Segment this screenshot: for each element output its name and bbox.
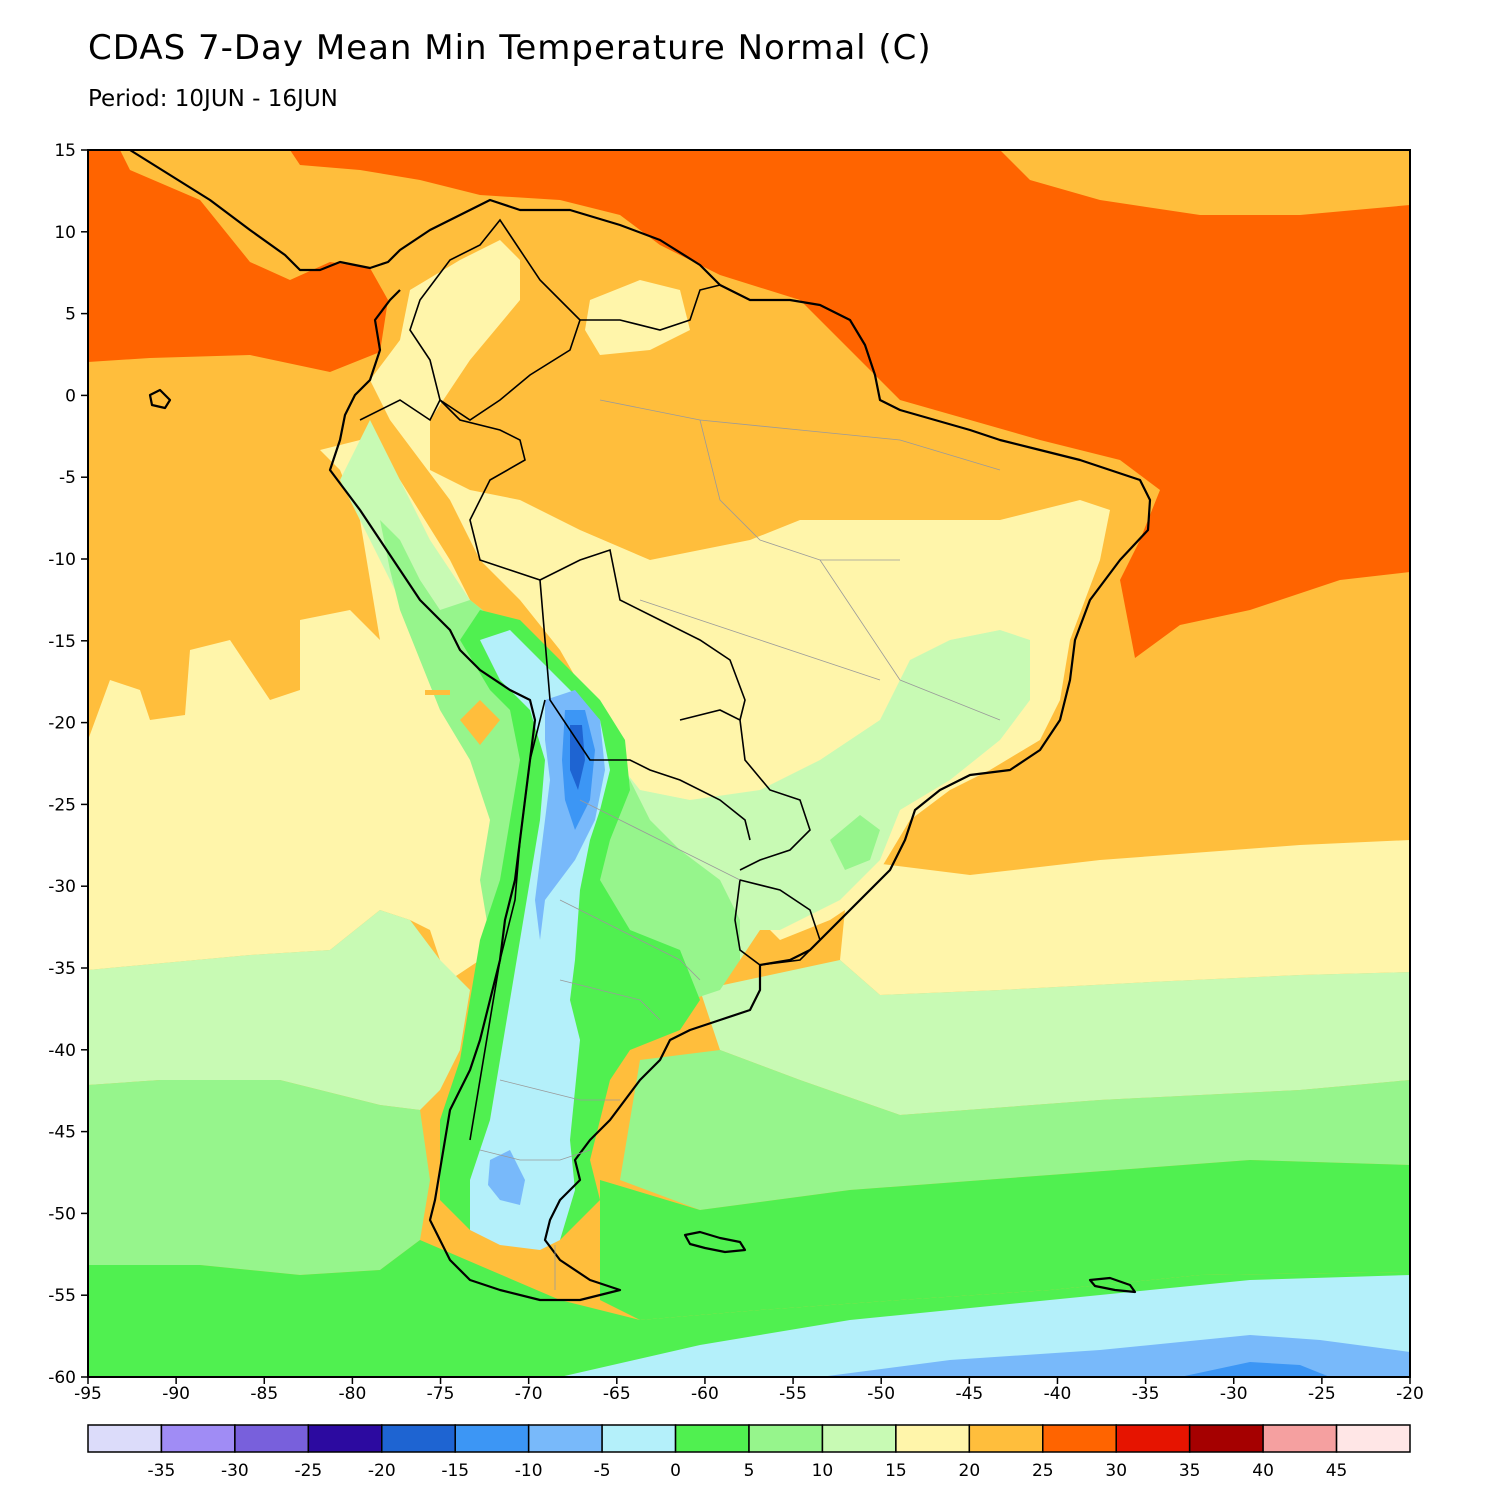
colorbar-label: 45 — [1326, 1461, 1348, 1481]
band-20-atlantic — [840, 840, 1410, 995]
x-tick-label: -90 — [162, 1384, 190, 1404]
colorbar-label: -10 — [515, 1461, 543, 1481]
band-15-atlantic — [700, 960, 1410, 1115]
colorbar-label: 10 — [812, 1461, 834, 1481]
colorbar-label: 15 — [885, 1461, 907, 1481]
colorbar-label: 20 — [959, 1461, 981, 1481]
y-tick-label: -55 — [48, 1286, 76, 1306]
x-tick-label: -70 — [515, 1384, 543, 1404]
y-tick-label: -40 — [48, 1041, 76, 1061]
latitude-axis: 15 10 5 0 -5 -10 -15 -20 -25 -30 -35 -40 -45 -50 -55 -6… — [48, 141, 88, 1388]
x-tick-label: -50 — [867, 1384, 895, 1404]
colorbar-label: 30 — [1105, 1461, 1127, 1481]
colorbar-swatch — [821, 1424, 897, 1453]
x-tick-label: -40 — [1044, 1384, 1072, 1404]
admin-borders — [479, 399, 1001, 1290]
y-tick-label: 5 — [65, 305, 76, 325]
colorbar-swatch — [1262, 1424, 1338, 1453]
band-10-15-pacific — [88, 1080, 430, 1275]
x-tick-label: -35 — [1132, 1384, 1160, 1404]
y-tick-label: -25 — [48, 795, 76, 815]
colorbar-swatch — [454, 1424, 530, 1453]
colorbar-label: 40 — [1252, 1461, 1274, 1481]
x-tick-label: -55 — [779, 1384, 807, 1404]
band-25-patch-small — [425, 690, 450, 695]
band-neg5-0-patagonia — [488, 1150, 525, 1205]
plot-frame — [87, 149, 1411, 1378]
colorbar-swatch — [381, 1424, 456, 1453]
y-tick-label: 0 — [65, 386, 76, 406]
x-tick-label: -65 — [603, 1384, 631, 1404]
x-tick-label: -20 — [1396, 1384, 1424, 1404]
y-tick-label: 15 — [54, 141, 76, 161]
x-tick-label: -60 — [691, 1384, 719, 1404]
colorbar-swatch — [527, 1424, 603, 1453]
colorbar-label: -15 — [441, 1461, 469, 1481]
band-neg15-neg10 — [570, 725, 585, 790]
band-25-atlantic-south — [950, 660, 1410, 875]
colorbar-swatch — [895, 1424, 971, 1453]
band-neg10-south — [1180, 1362, 1330, 1377]
y-tick-label: 10 — [54, 223, 76, 243]
country-borders — [359, 218, 821, 1141]
x-tick-label: -25 — [1308, 1384, 1336, 1404]
colorbar-swatch — [307, 1424, 383, 1453]
contour-field — [88, 150, 1410, 1377]
colorbar-label: 25 — [1032, 1461, 1054, 1481]
x-tick-label: -30 — [1220, 1384, 1248, 1404]
band-25-patch — [460, 700, 500, 745]
colorbar-label: -35 — [148, 1461, 176, 1481]
colorbar-swatch — [87, 1424, 163, 1453]
x-tick-label: -45 — [955, 1384, 983, 1404]
band-30-35-atlantic — [290, 150, 1410, 658]
y-tick-label: -10 — [48, 550, 76, 570]
colorbar-swatch — [1188, 1424, 1264, 1453]
colorbar-swatch — [674, 1424, 750, 1453]
colorbar-swatch — [1042, 1424, 1117, 1453]
y-tick-label: -30 — [48, 877, 76, 897]
band-5-atlantic — [600, 1160, 1410, 1320]
band-10-atlantic — [620, 1050, 1410, 1210]
x-tick-label: -75 — [427, 1384, 455, 1404]
band-15-20-pacific — [88, 910, 470, 1110]
band-10-15-south-brazil — [830, 815, 880, 870]
y-tick-label: -35 — [48, 959, 76, 979]
longitude-axis: -95 -90 -85 -80 -75 -70 -65 -60 -55 -50 -45 -40 -35 -… — [74, 1377, 1424, 1404]
colorbar-swatch — [1115, 1424, 1191, 1453]
y-tick-label: -15 — [48, 632, 76, 652]
colorbar-label: 35 — [1179, 1461, 1201, 1481]
y-tick-label: -20 — [48, 714, 76, 734]
colorbar: -35 -30 -25 -20 -15 -10 -5 0 5 10 15 20 25 30 35 40 45 — [87, 1424, 1411, 1481]
colorbar-swatch — [748, 1424, 824, 1453]
colorbar-swatch — [160, 1424, 236, 1453]
colorbar-label: -20 — [368, 1461, 396, 1481]
colorbar-label: -25 — [294, 1461, 322, 1481]
colorbar-label: -30 — [221, 1461, 249, 1481]
x-tick-label: -80 — [339, 1384, 367, 1404]
x-tick-label: -95 — [74, 1384, 102, 1404]
colorbar-swatch — [1335, 1424, 1411, 1453]
colorbar-label: 0 — [670, 1461, 681, 1481]
y-tick-label: -5 — [59, 468, 76, 488]
colorbar-label: -5 — [594, 1461, 611, 1481]
band-20-25-guiana — [585, 280, 690, 355]
y-tick-label: -45 — [48, 1123, 76, 1143]
colorbar-label: 5 — [744, 1461, 755, 1481]
colorbar-swatch — [234, 1424, 310, 1453]
y-tick-label: -60 — [48, 1368, 76, 1388]
colorbar-swatch — [601, 1424, 677, 1453]
x-tick-label: -85 — [250, 1384, 278, 1404]
colorbar-swatch — [968, 1424, 1044, 1453]
y-tick-label: -50 — [48, 1204, 76, 1224]
period-subtitle: Period: 10JUN - 16JUN — [88, 86, 338, 112]
band-30-35-pacific — [88, 150, 388, 372]
map-title: CDAS 7-Day Mean Min Temperature Normal (… — [88, 28, 932, 68]
